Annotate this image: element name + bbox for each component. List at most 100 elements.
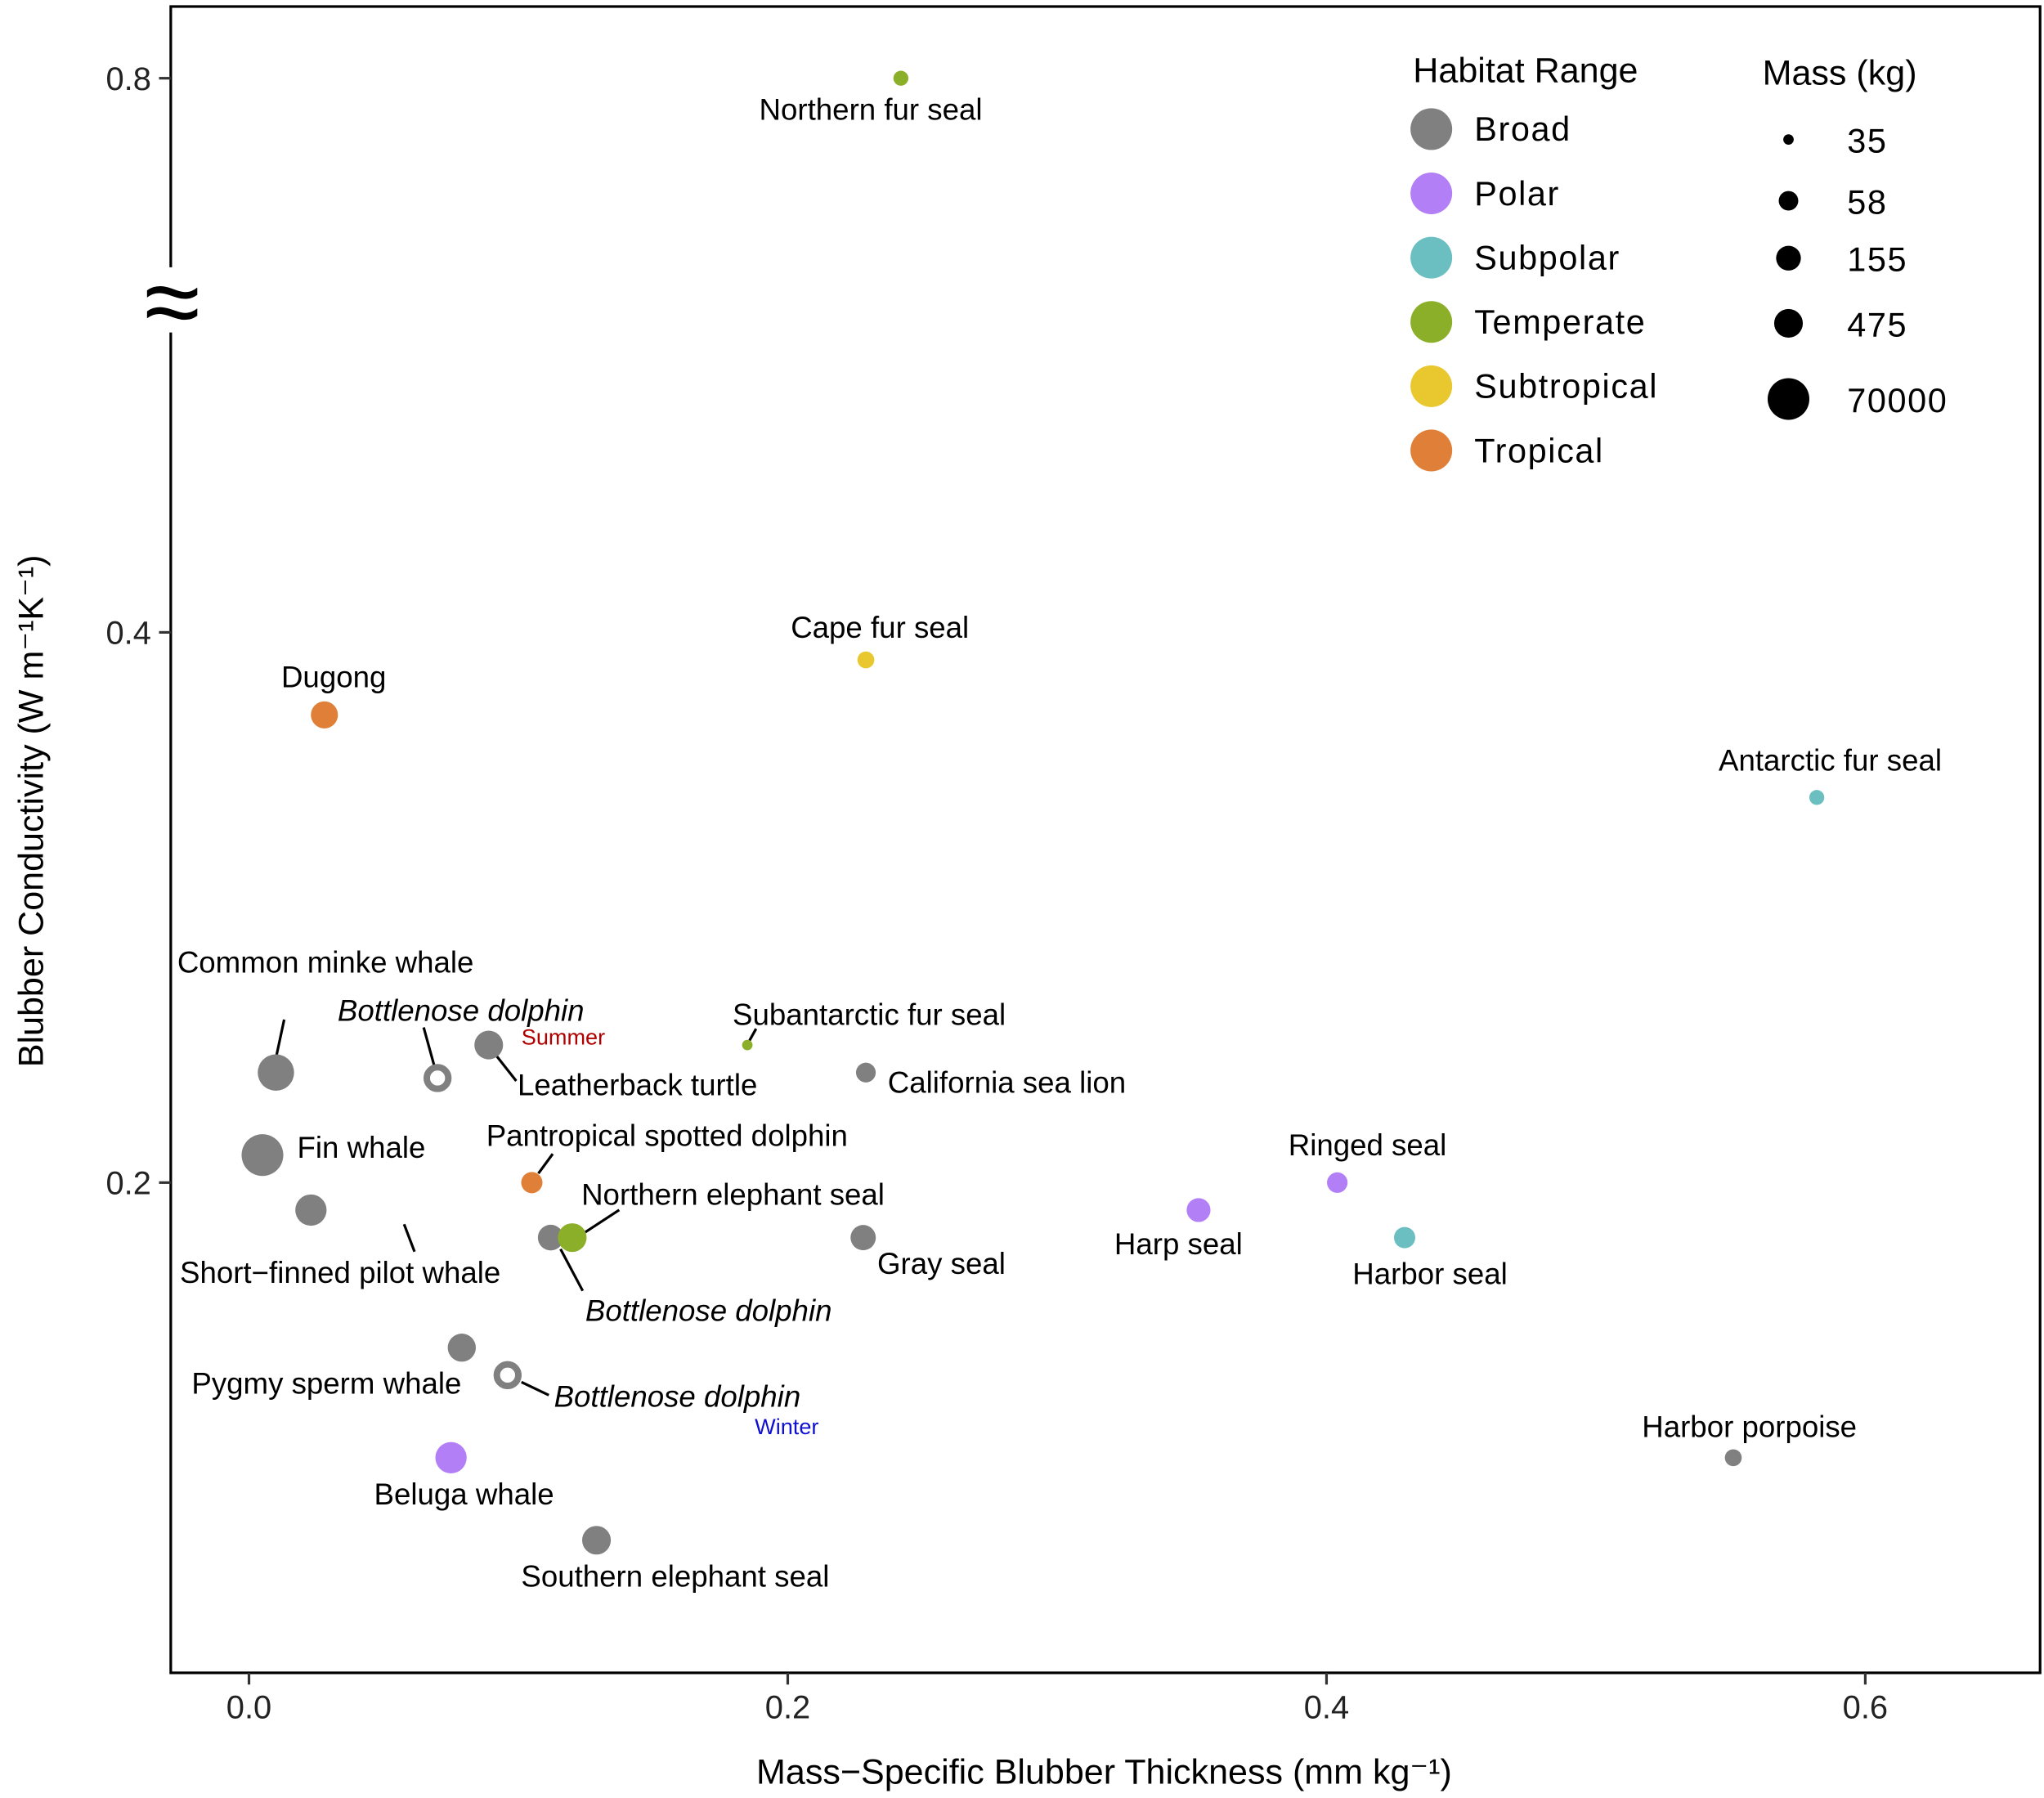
legend-mass-label: 70000 bbox=[1847, 381, 1948, 419]
data-point bbox=[474, 1030, 504, 1060]
data-point-open bbox=[423, 1064, 452, 1092]
legend-swatch bbox=[1410, 172, 1453, 214]
leader-line bbox=[585, 1208, 621, 1234]
legend-size-marker bbox=[1776, 245, 1801, 271]
point-label: Gray seal bbox=[877, 1247, 1006, 1280]
data-points bbox=[241, 70, 1825, 1555]
x-tick-label: 0.6 bbox=[1843, 1690, 1888, 1726]
data-point bbox=[435, 1442, 467, 1473]
data-point bbox=[857, 651, 875, 669]
season-label: Winter bbox=[755, 1414, 818, 1439]
leader-line bbox=[402, 1223, 416, 1253]
legend-size-marker bbox=[1778, 191, 1799, 211]
point-label: Antarctic fur seal bbox=[1719, 743, 1942, 777]
y-axis-ticks: 0.2 0.4 0.8 bbox=[106, 61, 171, 1202]
data-point bbox=[258, 1054, 294, 1091]
leader-line bbox=[495, 1055, 518, 1082]
legend-size-marker bbox=[1767, 378, 1810, 420]
legend-habitat-label: Subtropical bbox=[1474, 367, 1658, 406]
x-axis-ticks: 0.0 0.2 0.4 0.6 bbox=[226, 1672, 1888, 1726]
data-point bbox=[311, 701, 338, 729]
legend-habitat-label: Polar bbox=[1474, 174, 1560, 213]
point-label: Harbor porpoise bbox=[1642, 1410, 1857, 1443]
point-label: Southern elephant seal bbox=[521, 1560, 829, 1594]
leader-line bbox=[559, 1248, 585, 1292]
legend-size-marker bbox=[1773, 308, 1804, 339]
data-point bbox=[850, 1225, 876, 1251]
point-label: Cape fur seal bbox=[791, 611, 969, 644]
point-label: California sea lion bbox=[888, 1065, 1126, 1099]
legend-habitat-label: Subpolar bbox=[1474, 238, 1620, 276]
legend-mass-title: Mass (kg) bbox=[1763, 54, 1917, 93]
data-point bbox=[521, 1172, 543, 1194]
legend-mass-label: 475 bbox=[1847, 305, 1907, 343]
legend-mass-label: 58 bbox=[1847, 183, 1887, 222]
x-tick-label: 0.0 bbox=[226, 1690, 271, 1726]
legend-mass-label: 35 bbox=[1847, 122, 1887, 160]
leader-line bbox=[521, 1380, 549, 1397]
legend-mass: Mass (kg) 35 58 155 475 70000 bbox=[1763, 54, 1948, 420]
point-labels: Northern fur seal Cape fur seal Dugong Anta… bbox=[177, 93, 1942, 1594]
point-label: Northern elephant seal bbox=[581, 1177, 885, 1211]
legend-swatch bbox=[1410, 301, 1453, 343]
y-axis-title: Blubber Conductivity (W m⁻¹K⁻¹) bbox=[12, 554, 52, 1067]
data-point bbox=[855, 1062, 876, 1083]
legend-habitat-label: Tropical bbox=[1474, 431, 1604, 469]
point-label: Ringed seal bbox=[1289, 1128, 1447, 1162]
point-label: Bottlenose dolphin bbox=[585, 1294, 832, 1327]
data-point-open bbox=[493, 1361, 522, 1390]
point-label: Dugong bbox=[281, 660, 386, 693]
data-point bbox=[447, 1334, 476, 1362]
point-label: Harp seal bbox=[1114, 1227, 1243, 1261]
legend-swatch bbox=[1410, 108, 1453, 150]
point-label: Beluga whale bbox=[374, 1477, 554, 1511]
leader-line bbox=[537, 1153, 554, 1175]
point-label: Pygmy sperm whale bbox=[191, 1367, 461, 1401]
legend-mass-label: 155 bbox=[1847, 240, 1907, 279]
y-tick-label: 0.2 bbox=[106, 1166, 151, 1202]
point-label: Subantarctic fur seal bbox=[733, 998, 1006, 1031]
legend-size-marker bbox=[1783, 134, 1794, 146]
point-label: Common minke whale bbox=[177, 946, 474, 980]
point-label: Fin whale bbox=[298, 1131, 426, 1164]
data-point bbox=[1724, 1449, 1742, 1467]
legend-habitat: Habitat Range Broad Polar Subpolar Temperat… bbox=[1410, 51, 1658, 472]
leader-lines bbox=[275, 1019, 758, 1397]
point-label: Bottlenose dolphin bbox=[338, 994, 585, 1028]
data-point bbox=[1393, 1226, 1415, 1249]
legend-habitat-label: Temperate bbox=[1474, 303, 1646, 341]
data-point bbox=[893, 70, 909, 86]
legend-swatch bbox=[1410, 429, 1453, 472]
point-label: Bottlenose dolphin bbox=[554, 1380, 801, 1414]
data-point bbox=[1327, 1172, 1348, 1193]
point-label: Northern fur seal bbox=[760, 93, 983, 127]
point-label: Short−finned pilot whale bbox=[180, 1256, 500, 1289]
point-label: Leatherback turtle bbox=[518, 1068, 757, 1101]
data-point bbox=[582, 1526, 612, 1555]
y-tick-label: 0.8 bbox=[106, 61, 151, 97]
axis-break: ≈ bbox=[143, 244, 201, 358]
y-tick-label: 0.4 bbox=[106, 616, 151, 652]
axis-break-icon: ≈ bbox=[144, 244, 199, 358]
legend-habitat-label: Broad bbox=[1474, 110, 1571, 148]
point-label: Pantropical spotted dolphin bbox=[486, 1119, 848, 1153]
leader-line bbox=[422, 1027, 436, 1066]
plot-frame bbox=[169, 5, 2042, 1675]
legend-habitat-title: Habitat Range bbox=[1413, 51, 1638, 90]
data-point bbox=[1809, 790, 1825, 805]
point-label: Harbor seal bbox=[1352, 1258, 1507, 1291]
x-axis-title: Mass−Specific Blubber Thickness (mm kg⁻¹… bbox=[756, 1752, 1452, 1791]
leader-line bbox=[748, 1028, 758, 1042]
leader-line bbox=[275, 1019, 286, 1056]
legend-swatch bbox=[1410, 236, 1453, 279]
data-point bbox=[1186, 1198, 1211, 1222]
data-point bbox=[295, 1194, 327, 1226]
x-tick-label: 0.2 bbox=[765, 1690, 810, 1726]
data-point bbox=[241, 1134, 284, 1177]
x-tick-label: 0.4 bbox=[1304, 1690, 1349, 1726]
season-label: Summer bbox=[522, 1024, 605, 1049]
data-point bbox=[537, 1224, 564, 1251]
data-point bbox=[558, 1223, 587, 1253]
legend-swatch bbox=[1410, 365, 1453, 407]
